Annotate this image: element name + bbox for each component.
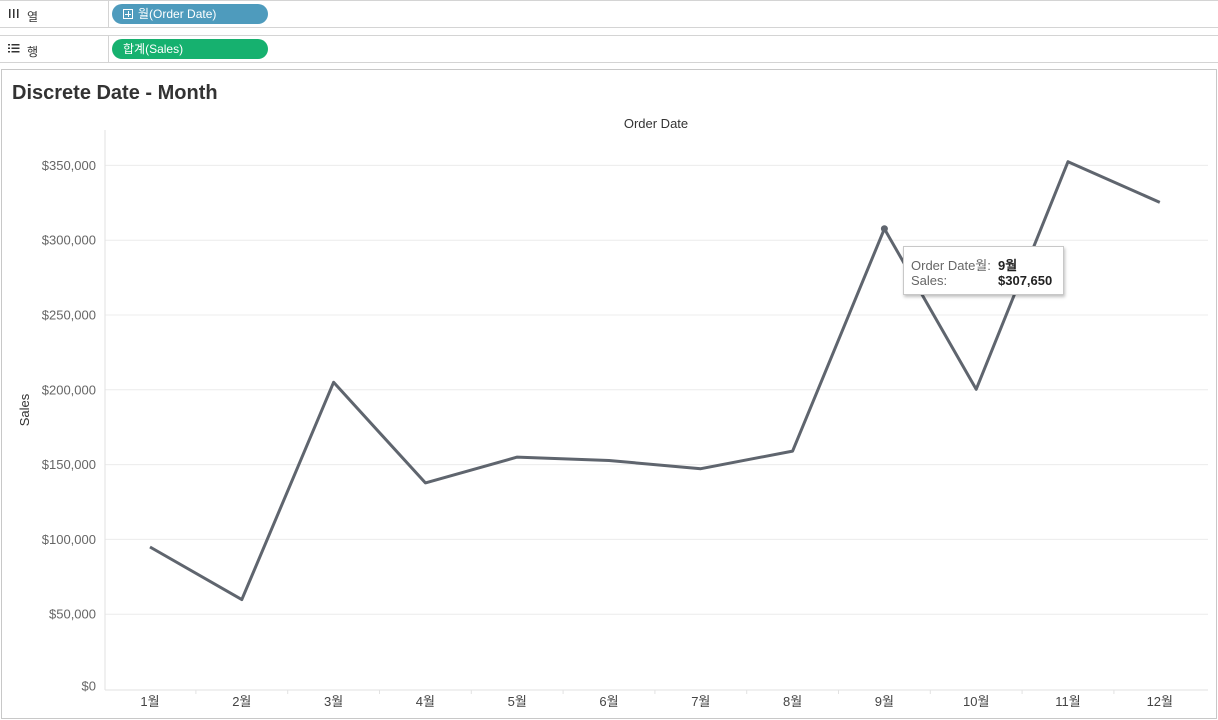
x-tick-label: 5월 [508,694,527,709]
y-axis-ticks: $0 $50,000 $100,000 $150,000 $200,000 $250,00… [42,158,96,694]
x-tick-label: 11월 [1055,694,1080,709]
x-tick-label: 7월 [691,694,710,709]
y-tick-label: $250,000 [42,308,96,323]
columns-pill[interactable]: 월(Order Date) [112,4,268,24]
x-tick-label: 9월 [875,694,894,709]
plus-box-icon[interactable] [123,9,133,19]
y-axis-label: Sales [17,393,32,426]
y-tick-label: $0 [82,679,96,694]
highlighted-point[interactable] [880,225,888,233]
gridlines [104,130,1208,691]
chart-title: Discrete Date - Month [12,82,218,104]
viz-panel: Discrete Date - Month [1,69,1217,719]
sales-line[interactable] [149,160,1161,602]
columns-pill-text: 월(Order Date) [138,7,217,21]
rows-shelf-text: 행 [27,45,39,59]
rows-icon [8,44,20,53]
columns-shelf-text: 열 [27,10,39,24]
y-tick-label: $350,000 [42,158,96,173]
x-tick-label: 12월 [1147,694,1173,709]
tooltip-label-order-date: Order Date월: [911,258,991,273]
y-tick-label: $50,000 [49,607,96,622]
x-axis-ticks: 1월 2월 3월 4월 5월 6월 7월 8월 9월 10월 11월 12월 [140,690,1173,709]
rows-pill-text: 합계(Sales) [123,42,184,56]
y-tick-label: $300,000 [42,233,96,248]
tooltip-value-sales: $307,650 [998,273,1053,288]
rows-shelf-label: 행 [0,36,109,62]
y-tick-label: $150,000 [42,457,96,472]
x-tick-label: 2월 [232,694,251,709]
x-tick-label: 10월 [963,694,989,709]
x-tick-label: 3월 [324,694,343,709]
columns-icon [9,9,19,18]
rows-pill[interactable]: 합계(Sales) [112,39,268,59]
tooltip-value-order-date: 9월 [998,258,1018,273]
columns-shelf-label: 열 [0,1,109,27]
tooltip: Order Date월: 9월 Sales: $307,650 [903,246,1064,295]
columns-shelf: 열 월(Order Date) [0,0,1218,28]
x-tick-label: 6월 [599,694,618,709]
top-axis-label: Order Date [624,116,688,131]
y-tick-label: $200,000 [42,382,96,397]
series-layer [149,160,1161,602]
x-tick-label: 1월 [140,694,159,709]
x-tick-label: 4월 [416,694,435,709]
y-tick-label: $100,000 [42,532,96,547]
point-layer [880,225,888,233]
tooltip-label-sales: Sales: [911,273,948,288]
rows-shelf: 행 합계(Sales) [0,35,1218,63]
x-tick-label: 8월 [783,694,802,709]
